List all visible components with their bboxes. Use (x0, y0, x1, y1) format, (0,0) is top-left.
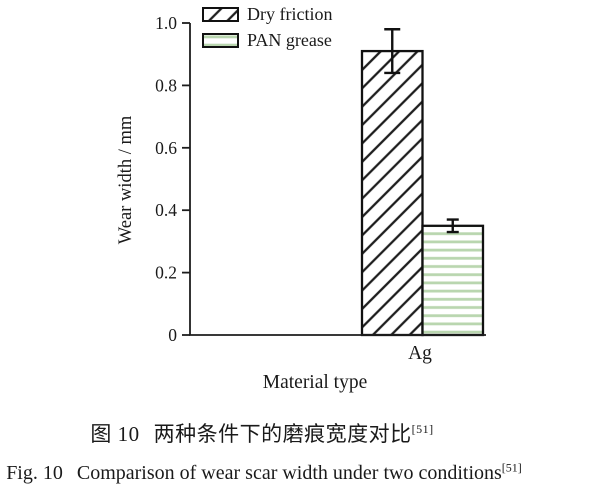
y-tick-label: 0.8 (155, 75, 177, 95)
caption-chinese-ref: [51] (411, 422, 434, 436)
category-label-ag: Ag (408, 343, 432, 364)
error-bar-pan-grease (446, 218, 459, 234)
legend-swatch-dry-friction (202, 7, 239, 22)
wear-width-bar-chart: 0 0.2 0.4 0.6 0.8 1.0 Ag Wear width / mm Materia… (116, 4, 486, 393)
bar-pan-grease (421, 224, 485, 337)
y-tick-label: 1.0 (155, 13, 177, 33)
bar-dry-friction (360, 49, 424, 337)
x-axis-label: Material type (263, 372, 368, 393)
caption-english-ref: [51] (501, 460, 522, 475)
chart-svg: 0 0.2 0.4 0.6 0.8 1.0 Ag Wear width / mm Materia… (116, 4, 486, 393)
y-tick-label: 0.4 (155, 200, 177, 220)
y-axis-label: Wear width / mm (116, 115, 136, 244)
error-bar-dry-friction (384, 28, 401, 75)
caption-english-label: Fig. 10 (6, 462, 63, 484)
caption-chinese-label: 图 10 (90, 422, 140, 446)
legend-label-pan-grease: PAN grease (247, 30, 332, 50)
caption-chinese: 图 10 两种条件下的磨痕宽度对比[51] (0, 418, 524, 448)
y-tick-label: 0.2 (155, 263, 177, 283)
caption-chinese-text: 两种条件下的磨痕宽度对比 (153, 422, 412, 446)
y-tick-label: 0 (168, 325, 177, 345)
legend-swatch-pan-grease (202, 33, 239, 48)
caption-english: Fig. 10 Comparison of wear scar width und… (0, 460, 528, 485)
y-tick-label: 0.6 (155, 138, 177, 158)
legend-label-dry-friction: Dry friction (247, 4, 332, 24)
caption-english-text: Comparison of wear scar width under two … (76, 462, 502, 484)
